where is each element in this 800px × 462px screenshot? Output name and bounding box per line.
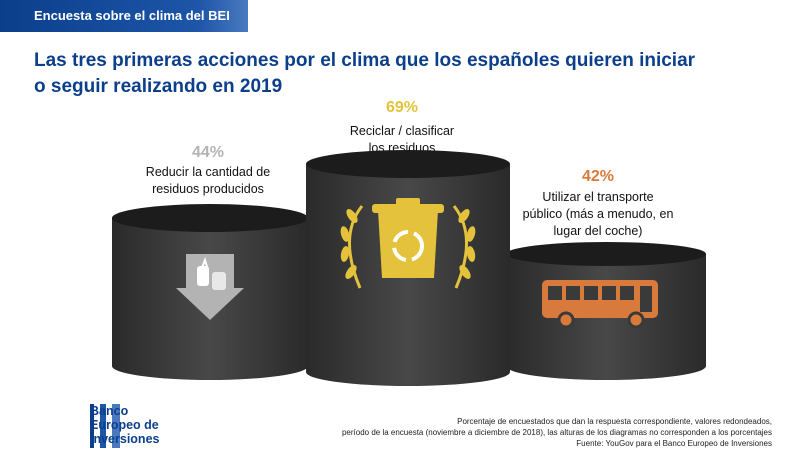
category-label-transport-line-2: público (más a menudo, en (522, 207, 674, 221)
value-label-transport: 42% (581, 168, 615, 185)
footnote: Porcentaje de encuestados que dan la res… (272, 416, 772, 449)
footnote-line-3: Fuente: YouGov para el Banco Europeo de … (576, 439, 772, 448)
category-label-recycle-line-1: Reciclar / clasificar (349, 124, 455, 138)
category-label-reduce-line-1: Reducir la cantidad de (145, 165, 271, 179)
logo-line-1: Banco (90, 404, 129, 418)
bus-icon (542, 280, 658, 329)
value-label-recycle: 69% (385, 99, 419, 116)
category-label-transport-line-3: lugar del coche) (553, 224, 643, 238)
category-label-reduce-line-2: residuos producidos (152, 182, 264, 196)
title-line-1: Las tres primeras acciones por el clima … (34, 50, 696, 71)
value-label-reduce: 44% (191, 144, 225, 161)
category-label-reduce: Reducir la cantidad de residuos producid… (118, 164, 298, 198)
footnote-line-2: período de la encuesta (noviembre a dici… (341, 428, 772, 437)
category-label-transport: Utilizar el transporte público (más a me… (498, 189, 698, 240)
title-line-2: o seguir realizando en 2019 (34, 76, 283, 97)
recycling-bin-laurel-icon (340, 198, 476, 289)
category-label-transport-line-1: Utilizar el transporte (542, 190, 654, 204)
logo-line-2: Europeo de (90, 418, 159, 432)
eib-logo-text: Banco Europeo de Inversiones (90, 404, 159, 446)
page-title: Las tres primeras acciones por el clima … (34, 48, 734, 100)
recycle-arrow-down-icon (176, 254, 244, 320)
logo-line-3: Inversiones (90, 432, 160, 446)
eib-logo-icon (90, 404, 120, 448)
footnote-line-1: Porcentaje de encuestados que dan la res… (457, 417, 772, 426)
survey-banner: Encuesta sobre el clima del BEI (0, 0, 248, 32)
